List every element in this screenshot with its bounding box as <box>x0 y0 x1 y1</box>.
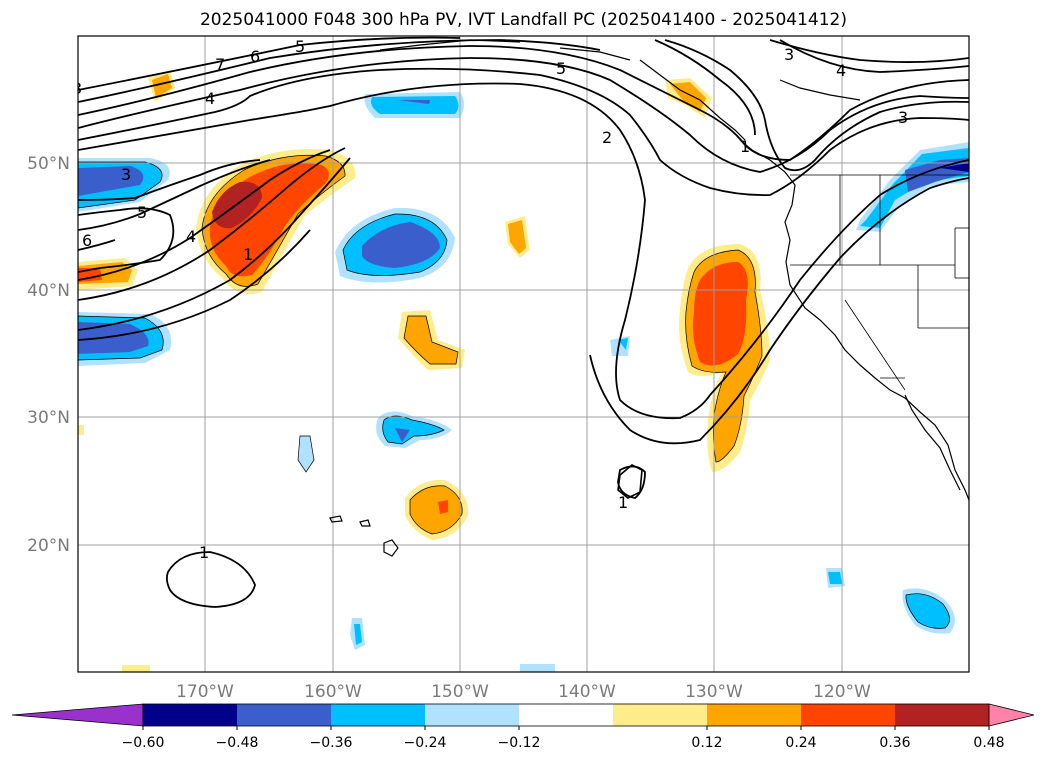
contour-label: 1 <box>740 137 750 156</box>
colorbar-tick-label: −0.36 <box>310 735 353 751</box>
x-tick-label: 160°W <box>304 682 362 702</box>
colorbar-tick-label: 0.48 <box>973 735 1004 751</box>
negative-anomaly-se <box>826 568 955 634</box>
x-axis-ticks: 170°W 160°W 150°W 140°W 130°W 120°W <box>176 682 871 702</box>
contour-label: 6 <box>250 47 260 66</box>
ivt-shading-layer <box>78 70 969 672</box>
map-frame <box>77 35 970 673</box>
y-tick-label: 40°N <box>27 281 70 301</box>
contour-label: 3 <box>784 45 794 64</box>
borders <box>790 174 969 391</box>
contour-label: 5 <box>556 59 566 78</box>
contour-label: 1 <box>618 493 628 512</box>
colorbar-frame <box>142 703 990 727</box>
colorbar-tick-label: −0.48 <box>216 735 259 751</box>
x-tick-label: 120°W <box>813 682 871 702</box>
colorbar-swatch <box>237 704 332 726</box>
contour-label: 5 <box>295 37 305 56</box>
colorbar-swatch <box>613 704 708 726</box>
colorbar-extend-high <box>988 703 1035 727</box>
contour-label: 5 <box>137 203 147 222</box>
colorbar-swatch <box>895 704 990 726</box>
map-plot-area <box>78 36 969 672</box>
negative-anomaly-small <box>298 336 630 672</box>
contour-label: 3 <box>72 79 82 98</box>
x-tick-label: 130°W <box>685 682 743 702</box>
colorbar-tick-label: 0.24 <box>785 735 816 751</box>
positive-anomaly-sw <box>405 479 469 540</box>
negative-anomaly-nw <box>78 158 170 212</box>
coastlines <box>329 39 969 557</box>
colorbar-swatch <box>425 704 520 726</box>
shading-outlines <box>78 154 950 629</box>
colorbar-swatch <box>801 704 896 726</box>
colorbar-swatch <box>331 704 426 726</box>
negative-anomaly-south <box>376 411 452 448</box>
y-tick-label: 20°N <box>27 536 70 556</box>
negative-anomaly-gulf <box>364 92 464 118</box>
contour-label: 3 <box>121 165 131 184</box>
y-axis-ticks: 20°N 30°N 40°N 50°N <box>27 154 70 556</box>
colorbar-tick-label: −0.12 <box>498 735 541 751</box>
contour-label: 4 <box>186 227 196 246</box>
colorbar-swatch <box>143 704 238 726</box>
contour-label: 3 <box>898 108 908 127</box>
positive-anomaly-nw-small <box>148 70 175 102</box>
y-tick-label: 50°N <box>27 154 70 174</box>
contour-label: 1 <box>199 543 209 562</box>
contour-label: 6 <box>82 231 92 250</box>
contour-label: 7 <box>215 55 225 74</box>
contour-label: 2 <box>602 128 612 147</box>
negative-anomaly-w <box>78 312 172 366</box>
positive-anomaly-small <box>78 216 530 672</box>
figure-title: 2025041000 F048 300 hPa PV, IVT Landfall… <box>199 10 847 30</box>
colorbar-extend-low <box>11 703 144 727</box>
x-tick-label: 150°W <box>431 682 489 702</box>
pv-contours <box>78 36 969 608</box>
contour-label: 4 <box>205 89 215 108</box>
colorbar-tick-label: −0.60 <box>122 735 165 751</box>
contour-label: 4 <box>836 61 846 80</box>
colorbar-swatch <box>519 704 614 726</box>
x-tick-label: 140°W <box>558 682 616 702</box>
colorbar-tick-label: 0.36 <box>879 735 910 751</box>
colorbar-tick-label: 0.12 <box>691 735 722 751</box>
colorbar-swatch <box>707 704 802 726</box>
positive-anomaly-offshore <box>679 244 770 472</box>
colorbar-tick-label: −0.24 <box>404 735 447 751</box>
x-tick-label: 170°W <box>176 682 234 702</box>
negative-anomaly-central <box>335 207 455 283</box>
y-tick-label: 30°N <box>27 408 70 428</box>
contour-label: 1 <box>243 245 253 264</box>
positive-anomaly-west-jet <box>196 149 356 295</box>
colorbar: −0.60 −0.48 −0.36 −0.24 −0.12 0.12 0.24 0.36 0.4… <box>11 703 1035 751</box>
contour-labels: 3 7 6 5 4 5 3 4 3 2 1 5 6 4 1 1 1 3 <box>72 37 908 562</box>
